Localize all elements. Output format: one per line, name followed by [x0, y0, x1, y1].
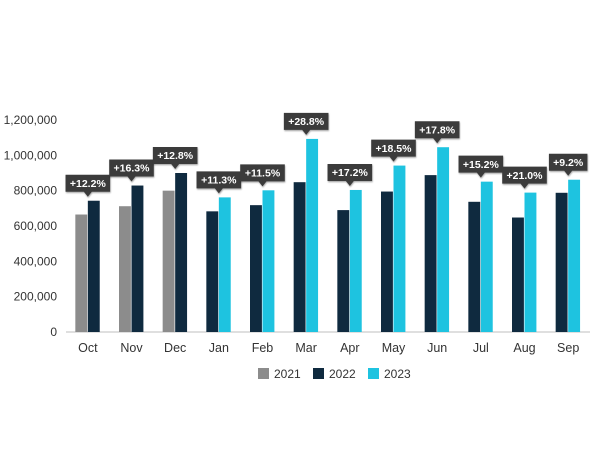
y-tick-label: 1,200,000 — [4, 113, 58, 127]
callouts: +12.2% +16.3% +12.8% +11.3% +11.5% +28.8% +17.… — [65, 112, 588, 197]
callout-Sep: +9.2% — [548, 153, 588, 176]
callout-box — [109, 159, 154, 182]
legend-item-2022: 2022 — [313, 367, 356, 381]
callout-box — [240, 164, 285, 187]
x-tick-label: Feb — [252, 341, 274, 355]
bar-2022-Sep — [555, 192, 568, 332]
bar-2022-Aug — [512, 217, 524, 332]
x-tick-label: Jan — [209, 341, 229, 355]
bar-2023-Jan — [218, 197, 231, 332]
bar-2023-Apr — [349, 189, 362, 332]
callout-label: +11.3% — [201, 175, 237, 187]
bars — [75, 138, 581, 332]
callout-label: +17.8% — [419, 124, 456, 136]
callout-Aug: +21.0% — [502, 166, 547, 189]
callout-label: +21.0% — [507, 170, 544, 182]
y-tick-label: 800,000 — [14, 184, 58, 198]
legend-label: 2021 — [274, 367, 301, 381]
bar-2023-May — [393, 165, 406, 332]
x-tick-label: Jul — [473, 341, 489, 355]
callout-Jan: +11.3% — [196, 171, 242, 194]
bar-2022-Apr — [337, 210, 350, 332]
x-axis: Oct Nov Dec Jan Feb Mar Apr May Jun Jul Aug Sep — [66, 331, 590, 355]
x-tick-label: Mar — [295, 341, 317, 355]
x-tick-label: Jun — [427, 341, 447, 355]
callout-label: +11.5% — [245, 168, 281, 180]
legend-item-2021: 2021 — [258, 367, 301, 381]
bar-2022-Feb — [250, 205, 262, 332]
y-axis: 0 200,000 400,000 600,000 800,000 1,000,000 1,… — [4, 113, 58, 339]
bar-2023-Feb — [262, 190, 275, 332]
y-tick-label: 1,000,000 — [4, 148, 58, 162]
x-tick-label: Aug — [513, 341, 535, 355]
callout-label: +9.2% — [553, 157, 584, 169]
legend-item-2023: 2023 — [368, 367, 411, 381]
callout-Jul: +15.2% — [458, 155, 504, 178]
bar-2022-May — [381, 191, 393, 332]
callout-box — [414, 121, 460, 144]
y-tick-label: 400,000 — [14, 254, 58, 268]
y-tick-label: 200,000 — [14, 290, 58, 304]
bar-2023-Jul — [480, 181, 493, 332]
bar-2022-Oct — [87, 200, 100, 332]
callout-Oct: +12.2% — [65, 174, 111, 197]
bar-2023-Mar — [306, 138, 319, 332]
bar-2022-Dec — [175, 173, 188, 332]
callout-Jun: +17.8% — [414, 121, 460, 144]
bar-2021-Dec — [162, 190, 175, 332]
callout-box — [548, 153, 588, 176]
callout-box — [283, 112, 329, 135]
callout-label: +18.5% — [376, 143, 413, 155]
x-tick-label: Sep — [557, 341, 579, 355]
legend-swatch — [368, 368, 379, 379]
x-tick-label: Apr — [340, 341, 359, 355]
callout-label: +28.8% — [288, 116, 325, 128]
bar-2022-Nov — [131, 185, 144, 332]
callout-box — [327, 163, 373, 186]
y-tick-label: 600,000 — [14, 219, 58, 233]
callout-Mar: +28.8% — [283, 112, 329, 135]
bar-2023-Aug — [524, 192, 537, 332]
callout-box — [196, 171, 242, 194]
x-tick-label: Oct — [78, 341, 98, 355]
legend-label: 2022 — [329, 367, 356, 381]
legend-swatch — [313, 368, 324, 379]
x-tick-label: Dec — [164, 341, 186, 355]
callout-label: +12.2% — [70, 178, 107, 190]
callout-Apr: +17.2% — [327, 163, 373, 186]
callout-box — [502, 166, 547, 189]
bar-2023-Sep — [568, 179, 581, 332]
callout-label: +16.3% — [114, 163, 151, 175]
callout-Feb: +11.5% — [240, 164, 285, 187]
bar-2023-Jun — [437, 147, 450, 332]
callout-label: +15.2% — [463, 159, 500, 171]
bar-2022-Jan — [206, 211, 219, 332]
callout-box — [458, 155, 504, 178]
bar-2022-Mar — [293, 182, 306, 332]
bar-2022-Jul — [468, 201, 481, 332]
callout-box — [371, 139, 416, 162]
callout-box — [65, 174, 111, 197]
y-tick-label: 0 — [50, 325, 57, 339]
callout-label: +12.8% — [157, 150, 194, 162]
legend: 2021 2022 2023 — [258, 367, 411, 381]
legend-swatch — [258, 368, 269, 379]
x-tick-label: Nov — [120, 341, 143, 355]
bar-2021-Oct — [75, 214, 88, 332]
callout-Nov: +16.3% — [109, 159, 154, 182]
bar-2021-Nov — [119, 206, 131, 332]
x-tick-label: May — [382, 341, 406, 355]
callout-May: +18.5% — [371, 139, 416, 162]
legend-label: 2023 — [384, 367, 411, 381]
callout-label: +17.2% — [332, 167, 369, 179]
bar-2022-Jun — [424, 175, 437, 332]
callout-Dec: +12.8% — [152, 147, 198, 169]
callout-box — [152, 147, 198, 169]
